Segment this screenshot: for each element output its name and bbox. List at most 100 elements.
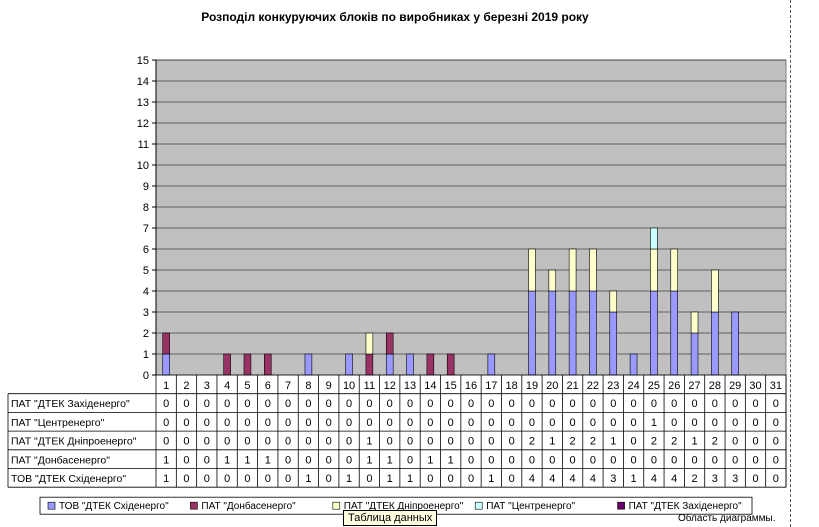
x-tick-label: 22 [587, 380, 599, 392]
table-cell: 0 [427, 398, 433, 410]
y-tick-label: 5 [143, 265, 149, 277]
x-tick-label: 18 [506, 380, 518, 392]
table-cell: 0 [651, 454, 657, 466]
table-cell: 0 [671, 454, 677, 466]
table-cell: 0 [387, 417, 393, 429]
bar-segment [568, 290, 577, 376]
table-cell: 0 [265, 417, 271, 429]
bar-segment [589, 248, 597, 292]
table-cell: 0 [691, 417, 697, 429]
table-cell: 0 [712, 417, 718, 429]
chart-area-border [790, 0, 791, 527]
table-cell: 0 [509, 473, 515, 485]
table-cell: 0 [326, 473, 332, 485]
table-cell: 0 [773, 436, 779, 448]
x-tick-label: 1 [163, 380, 169, 392]
legend-swatch [474, 501, 483, 510]
table-cell: 0 [529, 417, 535, 429]
x-tick-label: 16 [465, 380, 477, 392]
x-tick-label: 2 [183, 380, 189, 392]
x-tick-label: 30 [749, 380, 761, 392]
table-cell: 0 [590, 454, 596, 466]
table-cell: 0 [610, 398, 616, 410]
table-cell: 0 [183, 436, 189, 448]
table-cell: 3 [712, 473, 718, 485]
bar-segment [426, 353, 435, 376]
table-cell: 0 [407, 398, 413, 410]
table-cell: 0 [590, 417, 596, 429]
table-cell: 0 [163, 398, 169, 410]
y-tick-label: 8 [143, 202, 149, 214]
table-row-label: ПАТ "Центренерго" [11, 417, 105, 429]
x-tick-label: 27 [688, 380, 700, 392]
bar-segment [711, 269, 719, 313]
table-cell: 0 [448, 398, 454, 410]
bar-segment [731, 311, 739, 376]
table-cell: 1 [265, 454, 271, 466]
table-cell: 0 [224, 473, 230, 485]
table-cell: 1 [407, 473, 413, 485]
table-cell: 0 [163, 436, 169, 448]
table-cell: 0 [427, 417, 433, 429]
table-cell: 0 [732, 417, 738, 429]
table-cell: 0 [448, 417, 454, 429]
bar-segment [223, 353, 231, 376]
bar-segment [650, 290, 658, 376]
table-cell: 0 [732, 454, 738, 466]
table-cell: 0 [326, 436, 332, 448]
table-cell: 0 [468, 417, 474, 429]
y-tick-label: 4 [143, 286, 149, 298]
bar-segment [670, 290, 678, 376]
x-tick-label: 26 [668, 380, 680, 392]
legend-swatch [190, 501, 198, 510]
table-cell: 2 [651, 436, 657, 448]
bar-segment [548, 290, 557, 376]
bar-segment [446, 353, 455, 376]
table-cell: 0 [631, 417, 637, 429]
table-cell: 1 [366, 454, 372, 466]
table-cell: 0 [204, 436, 210, 448]
table-cell: 0 [407, 454, 413, 466]
legend-label: ПАТ "ДТЕК Західенерго" [629, 501, 743, 512]
table-cell: 0 [305, 417, 311, 429]
table-cell: 0 [732, 398, 738, 410]
table-cell: 0 [773, 398, 779, 410]
table-cell: 0 [509, 398, 515, 410]
table-cell: 0 [468, 436, 474, 448]
chart-area-label: Область диаграммы. [678, 513, 776, 524]
table-cell: 0 [570, 417, 576, 429]
bar-segment [609, 311, 618, 376]
table-cell: 0 [509, 436, 515, 448]
table-cell: 4 [570, 473, 576, 485]
table-cell: 0 [509, 454, 515, 466]
x-tick-label: 15 [445, 380, 457, 392]
y-tick-label: 11 [138, 139, 149, 151]
x-tick-label: 19 [526, 380, 538, 392]
x-tick-label: 6 [265, 380, 271, 392]
table-cell: 0 [691, 398, 697, 410]
bar-segment [528, 290, 536, 376]
bar-segment [162, 332, 170, 355]
table-cell: 4 [651, 473, 657, 485]
table-cell: 0 [285, 473, 291, 485]
table-cell: 0 [285, 398, 291, 410]
table-cell: 0 [183, 454, 189, 466]
legend-swatch [47, 501, 56, 510]
table-cell: 0 [448, 436, 454, 448]
legend-label: ПАТ "ДТЕК Дніпроенерго" [344, 501, 464, 512]
table-cell: 0 [183, 473, 189, 485]
bar-segment [568, 248, 577, 292]
bar-segment [487, 353, 496, 376]
bar-segment [406, 353, 414, 376]
bar-segment [690, 311, 699, 334]
table-cell: 2 [712, 436, 718, 448]
table-cell: 1 [163, 454, 169, 466]
legend-swatch [617, 501, 625, 510]
table-cell: 1 [163, 473, 169, 485]
table-cell: 0 [407, 417, 413, 429]
bar-segment [365, 332, 374, 355]
x-tick-label: 20 [546, 380, 558, 392]
table-cell: 1 [224, 454, 230, 466]
table-cell: 0 [651, 398, 657, 410]
